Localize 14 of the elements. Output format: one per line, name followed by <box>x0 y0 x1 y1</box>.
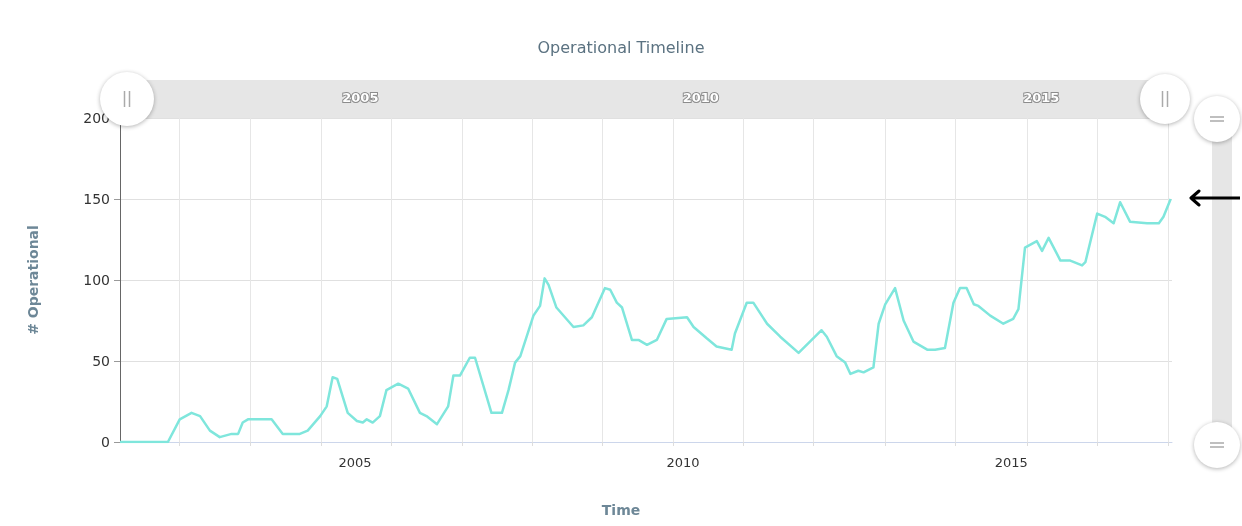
y-axis-title: # Operational <box>25 225 41 335</box>
x2-tick-label: 2005 <box>342 90 379 105</box>
y-tick-label: 50 <box>92 353 110 369</box>
y-tick-label: 150 <box>83 191 110 207</box>
x-tick-label: 2010 <box>666 455 700 470</box>
x2-tick-label: 2010 <box>682 90 719 105</box>
x-axis-title: Time <box>601 502 641 518</box>
y-tick-label: 100 <box>83 272 110 288</box>
chart-title: Operational Timeline <box>537 37 705 57</box>
x-tick-label: 2015 <box>994 455 1028 470</box>
y-tick-label: 0 <box>101 434 110 450</box>
x-tick-label: 2005 <box>338 455 372 470</box>
x2-tick-label: 2015 <box>1023 90 1060 105</box>
line-series <box>118 197 1172 444</box>
